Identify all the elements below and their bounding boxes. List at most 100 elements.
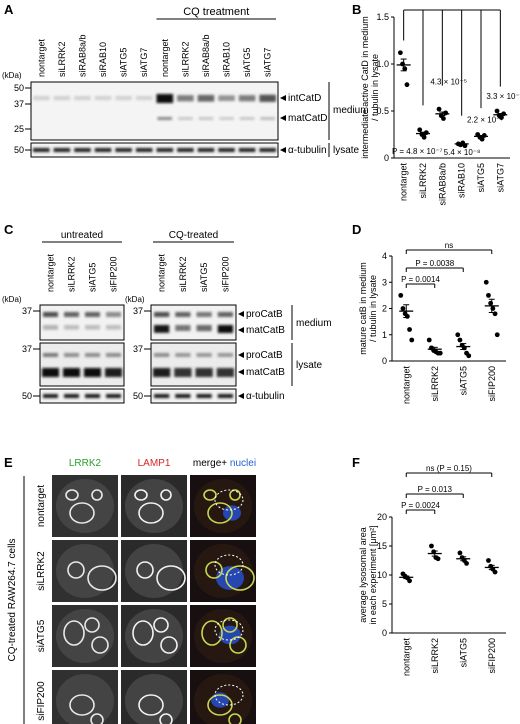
arrowhead xyxy=(238,327,244,333)
lysosome-ring xyxy=(222,617,238,633)
cell-body xyxy=(125,544,183,598)
marker-label: 50 xyxy=(22,391,32,401)
col-header-lrrk2: LRRK2 xyxy=(69,458,102,469)
band-procatb xyxy=(64,312,79,317)
band-intcatd xyxy=(156,94,174,103)
band-tubulin xyxy=(196,394,212,398)
data-point xyxy=(483,279,489,285)
lane-label: siATG7 xyxy=(139,48,149,77)
col-header-lamp1: LAMP1 xyxy=(138,458,171,469)
band-intcatd xyxy=(218,95,235,102)
data-point xyxy=(494,332,500,338)
dashed-outline xyxy=(214,489,244,511)
lysosome-ring xyxy=(69,502,95,524)
lysosome-ring xyxy=(63,620,85,646)
marker-label: 50 xyxy=(133,391,143,401)
category-label: siFIP200 xyxy=(487,638,497,674)
band-procatb xyxy=(196,312,212,317)
band-tubulin xyxy=(238,148,256,152)
arrowhead xyxy=(238,311,244,317)
lysate-blot-frame xyxy=(39,342,125,387)
y-tick-label: 3 xyxy=(382,277,387,287)
lysosome-ring xyxy=(87,565,117,591)
lysosome-ring xyxy=(201,620,223,646)
side-label: CQ-treated RAW264.7 cells xyxy=(7,538,18,661)
band-procatb xyxy=(106,312,121,317)
category-label: siLRRK2 xyxy=(430,638,440,674)
band-matcatb xyxy=(154,325,170,333)
category-label: nontarget xyxy=(399,163,409,202)
panel-f-label: F xyxy=(352,455,360,470)
cell-body xyxy=(56,479,114,533)
category-label: siLRRK2 xyxy=(430,366,440,402)
band-matcatb xyxy=(196,325,212,332)
category-label: siRAB8a/b xyxy=(437,163,447,206)
cell-body xyxy=(56,544,114,598)
comparison-label: P = 0.0024 xyxy=(401,501,440,510)
lysosome-ring xyxy=(229,489,241,501)
band-matcatd xyxy=(198,117,214,120)
p-value: 5.4 × 10⁻⁸ xyxy=(444,148,481,157)
cq-treatment-header: CQ treatment xyxy=(183,6,249,18)
category-label: siATG5 xyxy=(458,638,468,667)
lane-label: siLRRK2 xyxy=(57,41,67,77)
data-point xyxy=(488,300,494,306)
cell-body xyxy=(125,674,183,724)
band-tubulin xyxy=(154,394,170,398)
band-matcatb xyxy=(195,368,213,377)
band-tubulin xyxy=(94,148,112,152)
band-tubulin xyxy=(259,148,276,152)
category-label: siLRRK2 xyxy=(418,163,428,199)
lysosome-ring xyxy=(156,565,186,591)
marker-label: 37 xyxy=(22,306,32,316)
lane-label: siFIP200 xyxy=(109,256,119,292)
comparison-label: P = 0.0014 xyxy=(401,275,440,284)
category-label: siFIP200 xyxy=(487,366,497,402)
band-intcatd xyxy=(135,95,153,101)
arrowhead xyxy=(238,352,244,358)
data-point xyxy=(492,569,498,575)
p-value: P = 4.8 × 10⁻⁷ xyxy=(392,147,443,156)
band-tubulin xyxy=(85,394,100,398)
row-label: siATG5 xyxy=(36,619,47,652)
data-point xyxy=(457,337,463,343)
band-matcatb xyxy=(106,325,121,330)
group-label-lysate: lysate xyxy=(333,145,360,156)
data-point xyxy=(461,345,467,351)
band-tubulin xyxy=(217,394,233,398)
data-point xyxy=(431,549,437,555)
arrowhead xyxy=(238,393,244,399)
lane-label: siATG5 xyxy=(88,263,98,292)
group-label-medium: medium xyxy=(333,105,369,116)
comparison-label: ns xyxy=(445,241,453,250)
band-tubulin xyxy=(156,148,174,152)
data-point xyxy=(426,337,432,343)
category-label: nontarget xyxy=(401,366,411,405)
band-tubulin xyxy=(53,148,71,152)
data-point xyxy=(423,130,429,136)
data-point xyxy=(435,556,441,562)
category-label: nontarget xyxy=(401,638,411,677)
band-intcatd xyxy=(238,95,256,102)
row-label: siLRRK2 xyxy=(36,551,47,591)
lysosome-ring xyxy=(228,713,242,724)
band-procatb xyxy=(175,353,191,357)
lane-label: siATG7 xyxy=(263,48,273,77)
lysosome-ring xyxy=(90,713,104,724)
band-matcatb xyxy=(64,325,79,330)
lysosome-ring xyxy=(91,636,109,654)
treatment-header: untreated xyxy=(61,230,103,241)
band-intcatd xyxy=(259,94,276,102)
lane-label: nontarget xyxy=(36,38,46,77)
band-tubulin xyxy=(33,148,50,152)
lysosome-ring xyxy=(138,502,164,524)
comparison-label: P = 0.013 xyxy=(418,485,453,494)
arrowhead xyxy=(280,147,286,153)
band-procatb xyxy=(217,312,233,317)
comparison-label: P = 0.0038 xyxy=(415,259,454,268)
dashed-outline xyxy=(214,684,244,706)
lysosome-ring xyxy=(203,489,217,501)
treatment-header: CQ-treated xyxy=(169,230,218,241)
